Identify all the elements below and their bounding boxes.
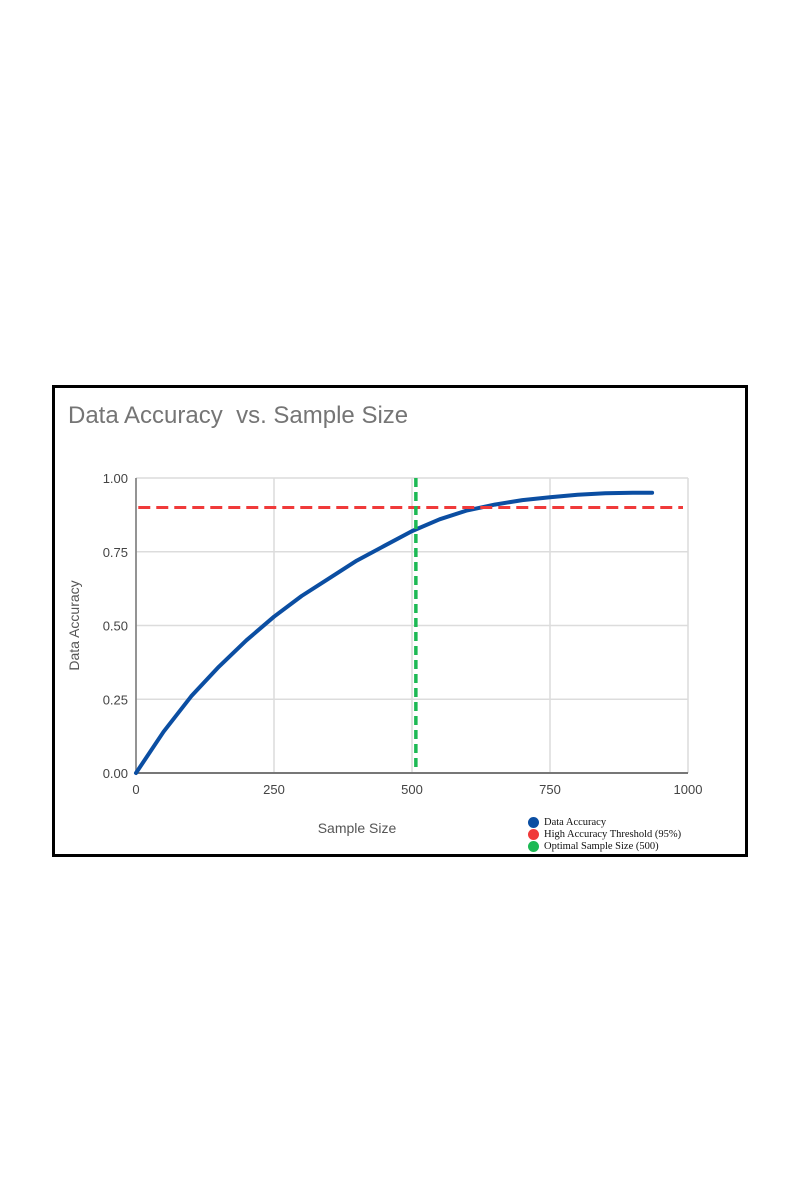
legend: Data Accuracy High Accuracy Threshold (9…	[528, 816, 681, 852]
chart-title: Data Accuracy vs. Sample Size	[68, 402, 409, 429]
chart-frame: Data Accuracy vs. Sample Size 0.00 0.25 0.…	[52, 385, 748, 857]
plot-area: 0.00 0.25 0.50 0.75 1.00 0 250 500 750 1000 Sample…	[66, 471, 703, 836]
legend-item-optimal: Optimal Sample Size (500)	[528, 840, 681, 852]
legend-label: Optimal Sample Size (500)	[544, 840, 659, 852]
legend-label: Data Accuracy	[544, 816, 607, 828]
legend-dot-icon	[528, 828, 539, 840]
y-axis-label: Data Accuracy	[66, 580, 82, 670]
y-tick-label: 0.75	[103, 545, 128, 560]
legend-item-threshold: High Accuracy Threshold (95%)	[528, 828, 681, 840]
x-tick-label: 1000	[674, 782, 703, 797]
legend-dot-icon	[528, 840, 539, 852]
y-tick-label: 1.00	[103, 471, 128, 486]
x-tick-label: 750	[539, 782, 561, 797]
y-tick-label: 0.00	[103, 766, 128, 781]
x-tick-label: 250	[263, 782, 285, 797]
y-tick-label: 0.25	[103, 692, 128, 707]
x-axis-label: Sample Size	[318, 820, 397, 836]
x-tick-label: 500	[401, 782, 423, 797]
legend-item-data-accuracy: Data Accuracy	[528, 816, 681, 828]
legend-label: High Accuracy Threshold (95%)	[544, 828, 682, 840]
y-tick-label: 0.50	[103, 619, 128, 634]
legend-dot-icon	[528, 816, 539, 828]
data-accuracy-line	[134, 490, 655, 775]
x-tick-label: 0	[132, 782, 139, 797]
